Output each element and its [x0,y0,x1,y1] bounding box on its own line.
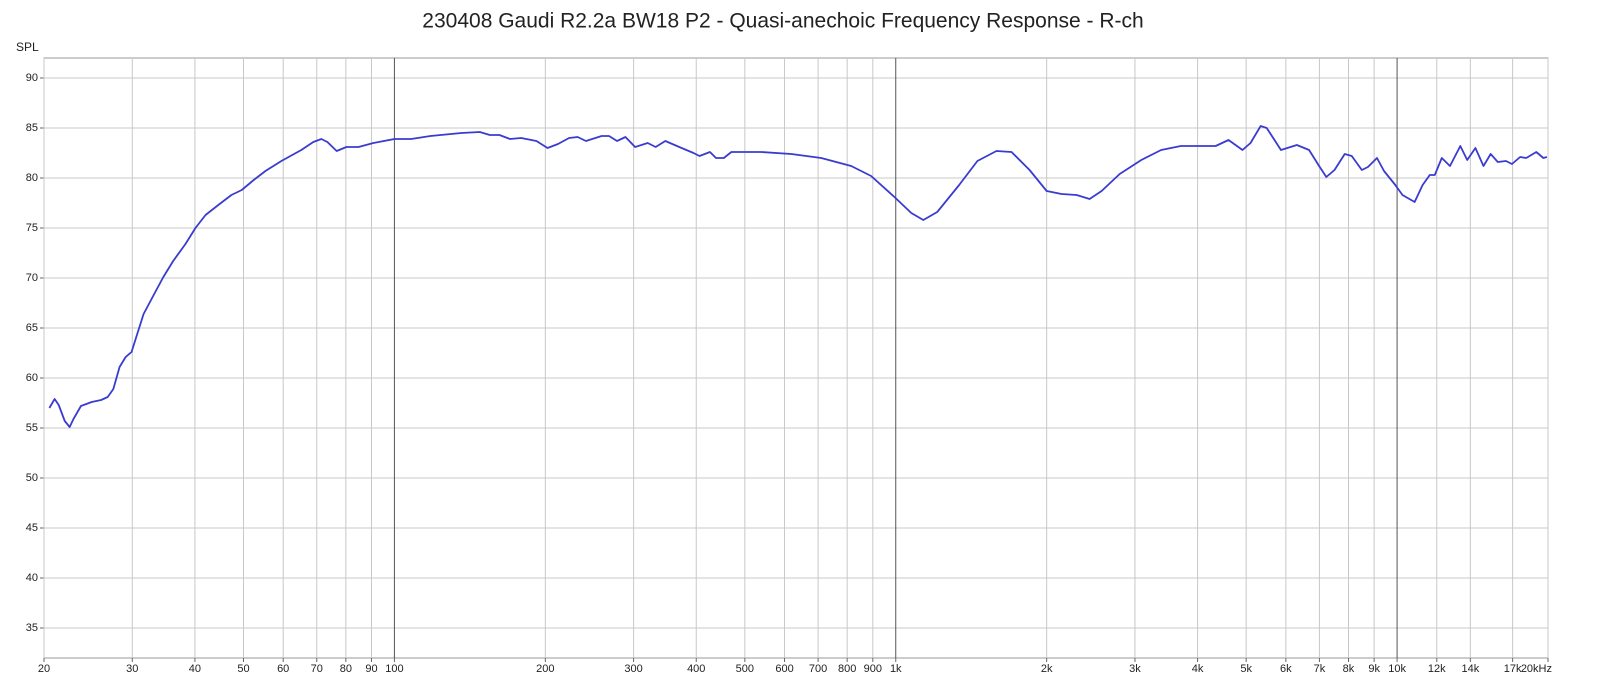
x-tick-label: 14k [1461,663,1479,675]
x-tick-label: 700 [809,663,827,675]
x-tick-label: 3k [1129,663,1141,675]
y-tick-label: 85 [26,122,38,134]
x-tick-label: 20kHz [1521,663,1552,675]
x-tick-label: 90 [365,663,377,675]
x-tick-label: 200 [536,663,554,675]
x-tick-label: 9k [1368,663,1380,675]
series-line [48,125,1548,428]
x-tick-label: 80 [340,663,352,675]
plot-area [43,57,1549,659]
y-tick-label: 60 [26,372,38,384]
x-tick-label: 60 [277,663,289,675]
x-tick-label: 800 [838,663,856,675]
x-tick-label: 6k [1280,663,1292,675]
y-tick-label: 80 [26,172,38,184]
x-tick-label: 600 [775,663,793,675]
y-tick-label: 75 [26,222,38,234]
x-tick-label: 5k [1240,663,1252,675]
y-tick-label: 35 [26,622,38,634]
y-axis-label: SPL [16,40,39,54]
chart-title: 230408 Gaudi R2.2a BW18 P2 - Quasi-anech… [422,10,1143,33]
x-tick-label: 2k [1041,663,1053,675]
y-tick-label: 65 [26,322,38,334]
x-tick-label: 8k [1343,663,1355,675]
y-tick-label: 90 [26,72,38,84]
x-tick-label: 1k [890,663,902,675]
x-tick-label: 30 [126,663,138,675]
x-tick-label: 20 [38,663,50,675]
x-tick-label: 12k [1428,663,1446,675]
x-tick-label: 70 [311,663,323,675]
x-tick-label: 40 [189,663,201,675]
y-tick-label: 45 [26,522,38,534]
x-tick-label: 17k [1504,663,1522,675]
x-tick-label: 500 [736,663,754,675]
x-tick-label: 4k [1192,663,1204,675]
x-tick-label: 50 [237,663,249,675]
y-tick-label: 40 [26,572,38,584]
x-tick-label: 400 [687,663,705,675]
x-tick-label: 10k [1388,663,1406,675]
y-tick-label: 50 [26,472,38,484]
y-tick-label: 70 [26,272,38,284]
y-tick-label: 55 [26,422,38,434]
x-tick-label: 7k [1314,663,1326,675]
x-tick-label: 100 [385,663,403,675]
x-tick-label: 900 [864,663,882,675]
x-tick-label: 300 [624,663,642,675]
